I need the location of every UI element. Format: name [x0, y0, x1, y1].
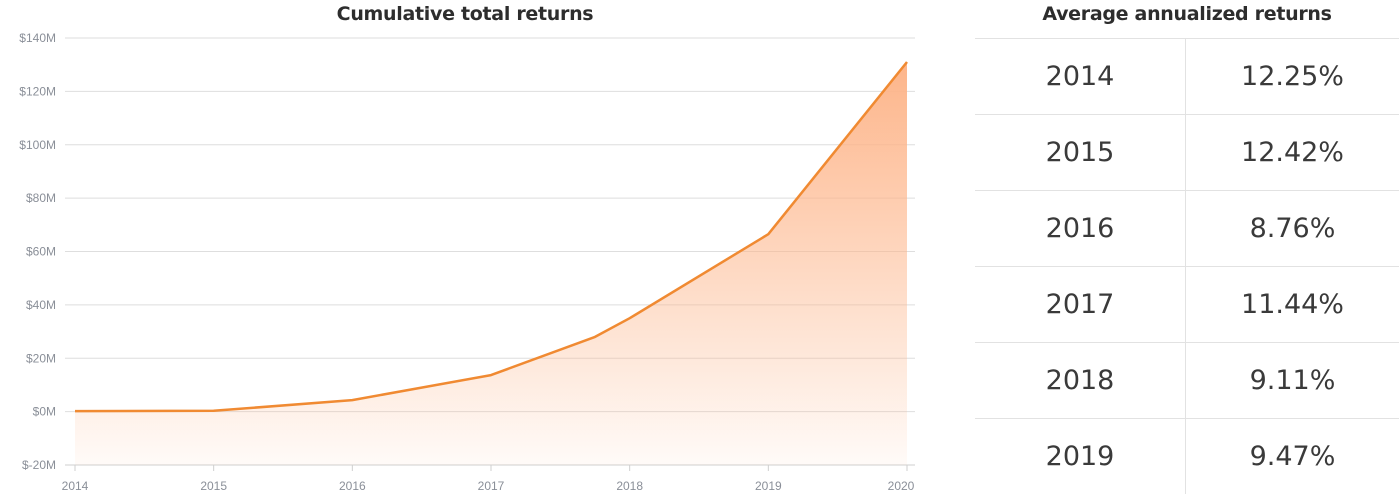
y-tick-label: $-20M — [22, 458, 56, 472]
return-cell: 9.47% — [1185, 418, 1399, 494]
return-cell: 9.11% — [1185, 342, 1399, 419]
return-cell: 12.25% — [1185, 38, 1399, 115]
year-cell: 2018 — [975, 342, 1186, 419]
table-row: 2015 12.42% — [975, 114, 1399, 191]
series-area — [75, 62, 907, 465]
table-row: 2016 8.76% — [975, 190, 1399, 267]
x-tick-label: 2019 — [755, 479, 782, 493]
return-cell: 8.76% — [1185, 190, 1399, 267]
y-tick-label: $120M — [19, 84, 56, 98]
table-row: 2017 11.44% — [975, 266, 1399, 343]
x-tick-label: 2017 — [478, 479, 505, 493]
y-tick-label: $60M — [26, 245, 56, 259]
year-cell: 2017 — [975, 266, 1186, 343]
x-tick-label: 2014 — [62, 479, 89, 493]
y-tick-label: $20M — [26, 351, 56, 365]
y-tick-label: $140M — [19, 31, 56, 45]
year-cell: 2016 — [975, 190, 1186, 267]
x-tick-label: 2016 — [339, 479, 366, 493]
chart-area: $-20M$0M$20M$40M$60M$80M$100M$120M$140M … — [19, 31, 915, 493]
x-tick-label: 2020 — [888, 479, 915, 493]
year-cell: 2019 — [975, 418, 1186, 494]
chart-title: Cumulative total returns — [336, 3, 594, 25]
table-row: 2019 9.47% — [975, 418, 1399, 494]
return-cell: 11.44% — [1185, 266, 1399, 343]
x-tick-label: 2018 — [616, 479, 643, 493]
y-axis: $-20M $0M $20M $40M $60M $80M $100M $120M $140M — [19, 31, 56, 472]
table-title: Average annualized returns — [1042, 3, 1332, 25]
table-row: 2018 9.11% — [975, 342, 1399, 419]
y-tick-label: $100M — [19, 138, 56, 152]
y-tick-label: $40M — [26, 298, 56, 312]
y-tick-label: $80M — [26, 191, 56, 205]
year-cell: 2015 — [975, 114, 1186, 191]
x-axis: 2014 2015 2016 2017 2018 2019 2020 — [62, 465, 915, 493]
y-tick-label: $0M — [33, 405, 56, 419]
x-tick-label: 2015 — [200, 479, 227, 493]
table-row: 2014 12.25% — [975, 38, 1399, 115]
returns-table-panel: Average annualized returns 2014 12.25% 201… — [975, 0, 1399, 495]
returns-table: 2014 12.25% 2015 12.42% 2016 8.76% 2017 11.44% 2… — [975, 38, 1399, 494]
series-line — [74, 61, 908, 413]
return-cell: 12.42% — [1185, 114, 1399, 191]
year-cell: 2014 — [975, 38, 1186, 115]
